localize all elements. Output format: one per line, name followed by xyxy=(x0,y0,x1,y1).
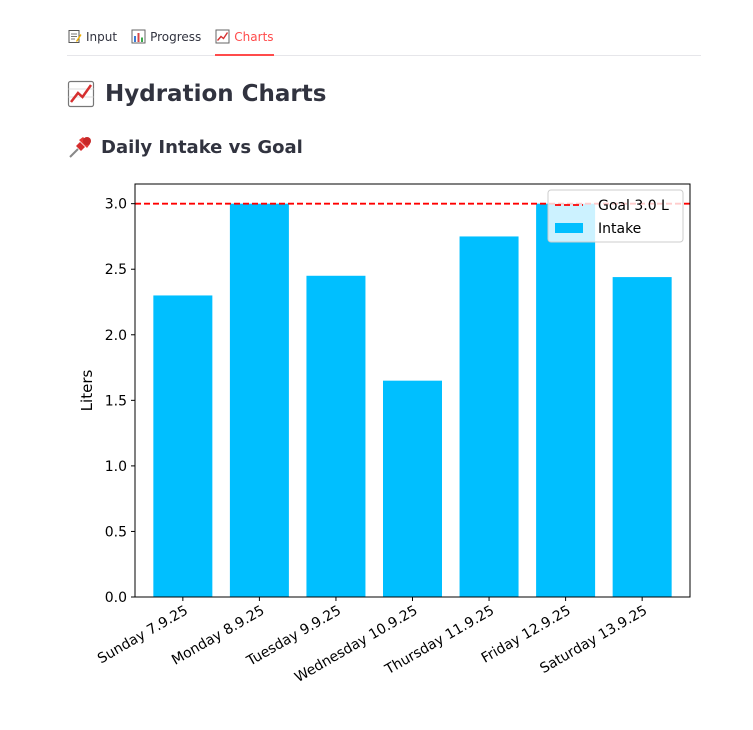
y-tick-label: 3.0 xyxy=(105,197,127,213)
section-heading-text: Daily Intake vs Goal xyxy=(101,136,303,158)
chart-increasing-icon xyxy=(215,29,230,44)
tab-bar: Input Progress Charts xyxy=(67,18,701,56)
bar-7 xyxy=(612,277,672,597)
tab-progress-label: Progress xyxy=(150,29,202,44)
memo-icon xyxy=(67,29,82,44)
section-heading: Daily Intake vs Goal xyxy=(67,134,303,160)
bar-5 xyxy=(459,236,519,597)
legend-intake-label: Intake xyxy=(598,221,641,237)
pushpin-icon xyxy=(67,134,93,160)
y-tick-label: 1.5 xyxy=(105,393,127,409)
bar-2 xyxy=(229,203,289,597)
y-tick-label: 1.0 xyxy=(105,459,127,475)
tab-progress[interactable]: Progress xyxy=(131,19,201,55)
y-tick-label: 2.5 xyxy=(105,262,127,278)
legend-intake-swatch xyxy=(555,223,583,233)
page-title: Hydration Charts xyxy=(67,80,326,108)
y-tick-label: 0.0 xyxy=(105,590,127,606)
x-tick-label: Wednesday 10.9.25 xyxy=(292,603,420,686)
bar-4 xyxy=(383,380,442,597)
page-title-text: Hydration Charts xyxy=(105,81,327,107)
y-tick-label: 0.5 xyxy=(105,524,127,540)
tab-input[interactable]: Input xyxy=(67,19,117,55)
tab-charts-label: Charts xyxy=(234,29,274,44)
bar-6 xyxy=(536,203,596,597)
tab-charts[interactable]: Charts xyxy=(215,19,274,56)
bar-chart-icon xyxy=(131,29,146,44)
chart-increasing-icon xyxy=(67,80,95,108)
y-tick-label: 2.0 xyxy=(105,328,127,344)
y-axis-label: Liters xyxy=(78,370,96,412)
tab-input-label: Input xyxy=(86,29,118,44)
bar-3 xyxy=(306,275,366,597)
legend-goal-label: Goal 3.0 L xyxy=(598,198,669,214)
bar-1 xyxy=(153,295,213,597)
